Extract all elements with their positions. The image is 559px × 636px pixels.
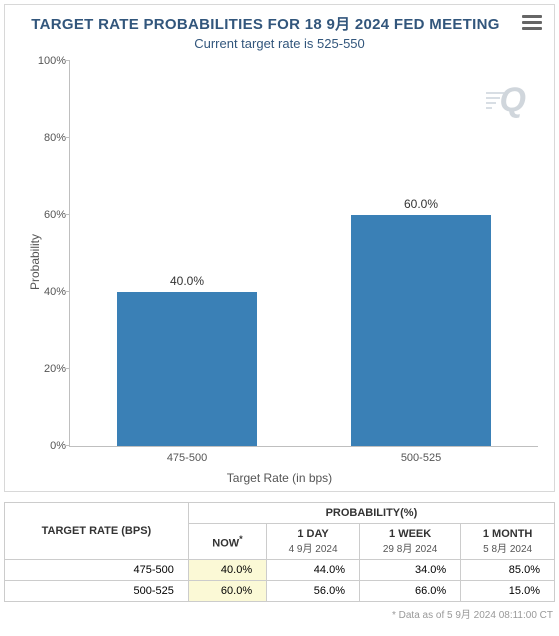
cell-rate: 500-525 (5, 581, 189, 602)
y-tick: 60% (28, 209, 66, 221)
data-footnote: * Data as of 5 9月 2024 08:11:00 CT (4, 606, 555, 621)
cell-value: 34.0% (360, 560, 461, 581)
x-tick: 500-525 (401, 452, 441, 464)
cell-value: 44.0% (267, 560, 360, 581)
cell-value: 66.0% (360, 581, 461, 602)
th-period: NOW* (188, 524, 266, 560)
cell-rate: 475-500 (5, 560, 189, 581)
bar[interactable]: 40.0% (117, 292, 257, 446)
y-axis-label: Probability (28, 234, 42, 290)
cell-value: 85.0% (461, 560, 555, 581)
th-period: 1 WEEK29 8月 2024 (360, 524, 461, 560)
cell-value: 15.0% (461, 581, 555, 602)
watermark-letter: Q (500, 81, 524, 119)
chart-subtitle: Current target rate is 525-550 (11, 36, 548, 51)
th-rate: TARGET RATE (BPS) (5, 503, 189, 560)
chart-card: TARGET RATE PROBABILITIES FOR 18 9月 2024… (4, 4, 555, 492)
y-tick: 0% (28, 440, 66, 452)
th-period: 1 DAY4 9月 2024 (267, 524, 360, 560)
table-row: 475-50040.0%44.0%34.0%85.0% (5, 560, 555, 581)
cell-value: 40.0% (188, 560, 266, 581)
th-prob: PROBABILITY(%) (188, 503, 554, 524)
cell-value: 56.0% (267, 581, 360, 602)
y-tick: 40% (28, 286, 66, 298)
x-axis-label: Target Rate (in bps) (11, 471, 548, 485)
y-tick: 80% (28, 132, 66, 144)
bar-value-label: 60.0% (351, 197, 491, 211)
y-tick: 20% (28, 363, 66, 375)
chart-plot-area: Probability Q 0% 20% 40% 60% 80% 100% 40.0% 475… (11, 57, 548, 467)
th-period: 1 MONTH5 8月 2024 (461, 524, 555, 560)
chart-title: TARGET RATE PROBABILITIES FOR 18 9月 2024… (11, 13, 548, 34)
bar[interactable]: 60.0% (351, 215, 491, 446)
x-tick: 475-500 (167, 452, 207, 464)
bar-value-label: 40.0% (117, 274, 257, 288)
y-tick: 100% (28, 55, 66, 67)
probability-table: TARGET RATE (BPS)PROBABILITY(%)NOW*1 DAY… (4, 502, 555, 602)
chart-menu-icon[interactable] (522, 15, 542, 31)
cell-value: 60.0% (188, 581, 266, 602)
table-row: 500-52560.0%56.0%66.0%15.0% (5, 581, 555, 602)
watermark: Q (486, 81, 524, 120)
